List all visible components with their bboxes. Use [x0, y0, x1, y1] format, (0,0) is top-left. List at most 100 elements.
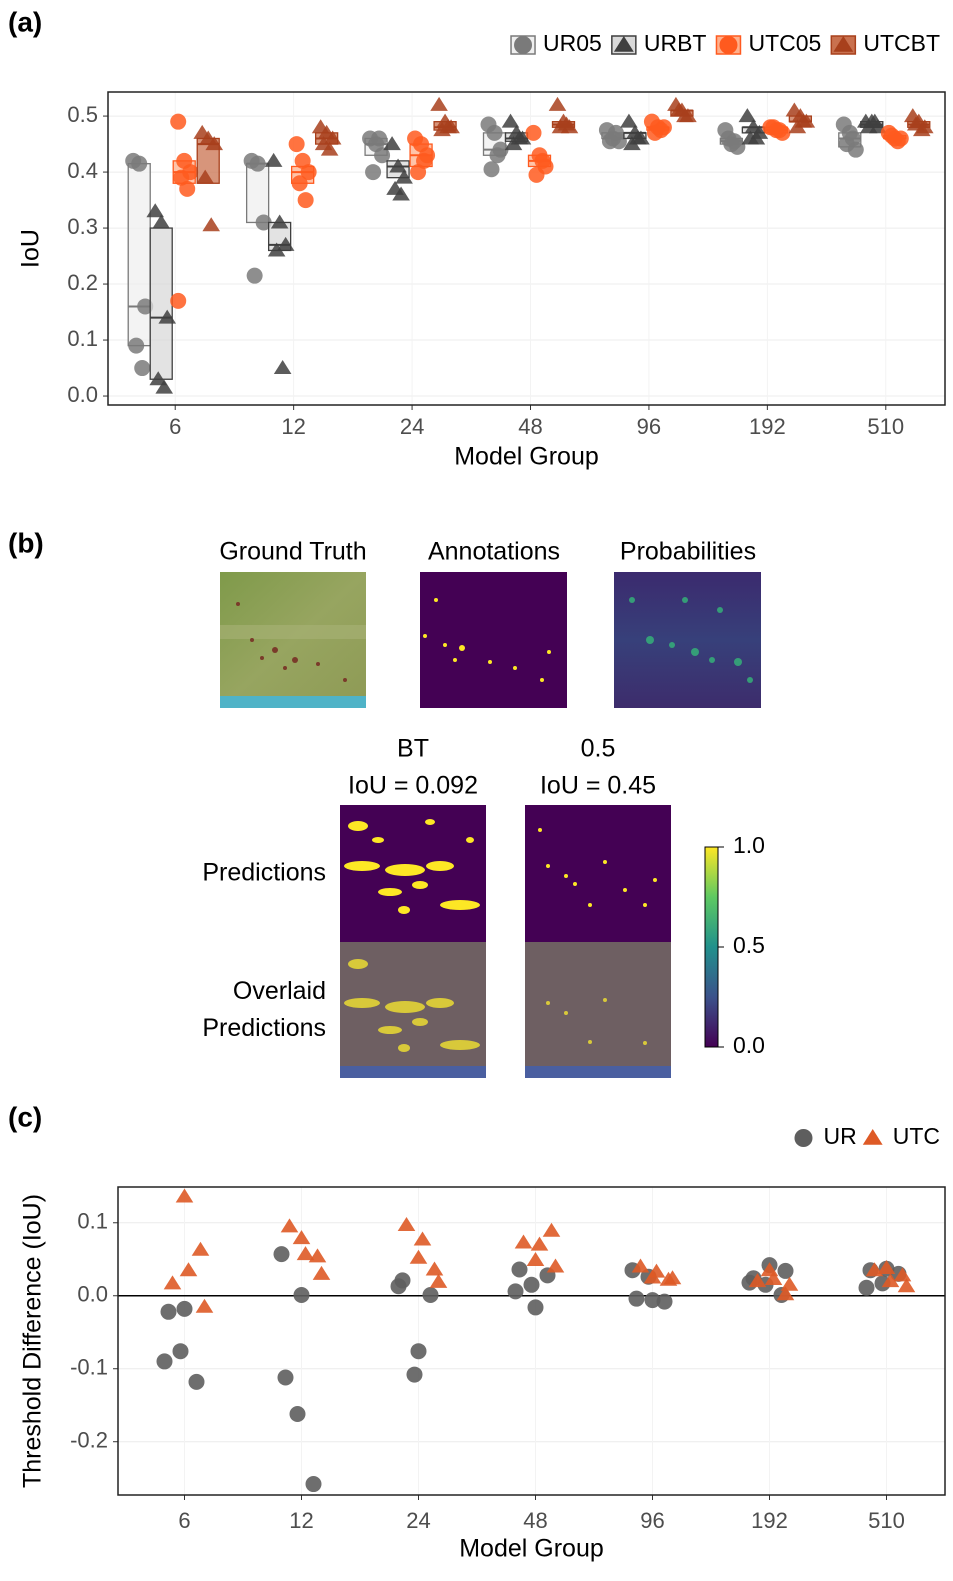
plot-frame [117, 1186, 946, 1496]
point [776, 1286, 795, 1301]
point [179, 1262, 198, 1277]
point [158, 309, 177, 324]
point [205, 136, 224, 151]
point [172, 1343, 189, 1360]
point [865, 1262, 884, 1277]
point [429, 1273, 448, 1288]
x-axis-title: Model Group [459, 1535, 604, 1563]
image-title: Ground Truth [219, 538, 366, 566]
point [877, 1260, 896, 1275]
box [127, 163, 151, 347]
point [267, 242, 286, 257]
point [507, 1283, 524, 1300]
point [371, 130, 388, 147]
point [425, 1261, 444, 1276]
y-tick-label: 0.0 [67, 382, 98, 407]
point [289, 1405, 306, 1422]
point [195, 1298, 214, 1313]
point [255, 214, 272, 231]
plot-background [118, 1187, 945, 1495]
point [270, 214, 289, 229]
point [628, 1290, 645, 1307]
y-tick-label: 0.1 [77, 1209, 108, 1234]
point [534, 152, 551, 169]
point [179, 180, 196, 197]
point [394, 1272, 411, 1289]
point [312, 1265, 331, 1280]
row-label: Predictions [202, 1014, 326, 1042]
point [676, 108, 694, 123]
panel-label: (b) [8, 527, 44, 558]
point [392, 186, 410, 201]
point [527, 1299, 544, 1316]
point [273, 360, 292, 375]
column-title: BT [397, 735, 429, 763]
point [889, 133, 906, 150]
point [501, 113, 520, 128]
point [170, 113, 187, 130]
point [297, 192, 314, 209]
colorbar-tick-label: 1.0 [733, 832, 765, 858]
point [188, 1373, 205, 1390]
point [430, 96, 448, 111]
point [514, 1234, 533, 1249]
point [631, 1258, 650, 1273]
point [291, 175, 308, 192]
column-title: IoU = 0.092 [348, 772, 478, 800]
point [644, 1292, 661, 1309]
image-title: Probabilities [620, 538, 756, 566]
point [389, 158, 407, 173]
point [277, 1369, 294, 1386]
point [288, 136, 305, 153]
point [365, 164, 382, 181]
point [726, 133, 743, 150]
point [881, 1273, 900, 1288]
image-probabilities [614, 572, 761, 708]
point [523, 1276, 540, 1293]
legend-marker [794, 1129, 813, 1147]
point [323, 130, 342, 145]
point [439, 119, 457, 134]
x-tick-label: 192 [751, 1508, 788, 1533]
point [771, 122, 788, 139]
box [149, 227, 173, 380]
point [780, 1276, 799, 1291]
point [844, 130, 861, 147]
row-label: Predictions [202, 859, 326, 887]
point [542, 1222, 561, 1237]
x-tick-label: 6 [178, 1508, 190, 1533]
colorbar-tick-label: 0.0 [733, 1032, 765, 1058]
point [155, 379, 174, 394]
point [548, 96, 567, 111]
point [897, 1278, 916, 1293]
legend-marker [514, 36, 533, 54]
point [546, 1258, 565, 1273]
point [146, 203, 165, 218]
legend-label: UR05 [543, 30, 602, 56]
point [620, 113, 638, 128]
x-tick-label: 192 [749, 414, 786, 439]
point [511, 1261, 528, 1278]
point [422, 1287, 439, 1304]
colorbar-tick-label: 0.5 [733, 932, 765, 958]
legend-marker [613, 36, 634, 52]
x-tick-label: 24 [406, 1508, 430, 1533]
point [202, 217, 221, 232]
point [483, 161, 500, 178]
point [134, 360, 151, 377]
x-tick-label: 96 [640, 1508, 664, 1533]
point [175, 1188, 194, 1203]
image-ground-truth [220, 572, 366, 708]
point [160, 1303, 177, 1320]
point [526, 1251, 545, 1266]
point [170, 292, 187, 309]
y-axis-title: Threshold Difference (IoU) [19, 1194, 47, 1488]
point [196, 169, 215, 184]
legend-marker [719, 36, 738, 54]
point [747, 130, 766, 145]
image-annotations [420, 572, 567, 708]
row-label: Overlaid [233, 977, 326, 1005]
point [246, 267, 263, 284]
point [510, 130, 529, 145]
point [128, 337, 145, 354]
